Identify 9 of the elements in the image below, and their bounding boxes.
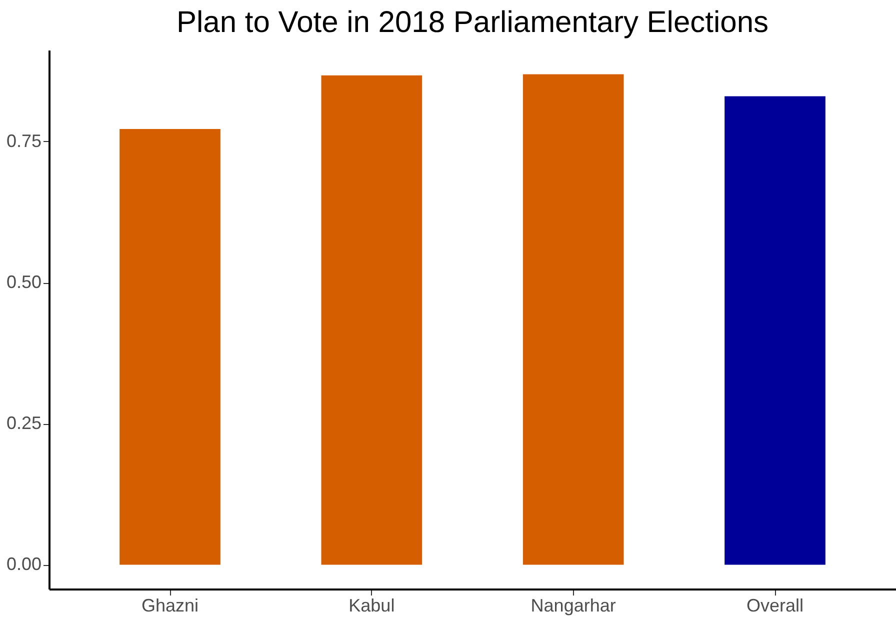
chart-title: Plan to Vote in 2018 Parliamentary Elections bbox=[176, 6, 769, 39]
x-tick-label: Kabul bbox=[348, 596, 395, 616]
y-tick-label: 0.75 bbox=[6, 130, 42, 151]
x-tick-label: Nangarhar bbox=[530, 596, 616, 616]
y-tick-label: 0.25 bbox=[6, 413, 42, 434]
y-tick-label: 0.50 bbox=[6, 272, 42, 292]
x-tick-label: Ghazni bbox=[141, 596, 199, 616]
y-tick-label: 0.00 bbox=[6, 554, 42, 574]
x-tick-label: Overall bbox=[746, 596, 804, 616]
